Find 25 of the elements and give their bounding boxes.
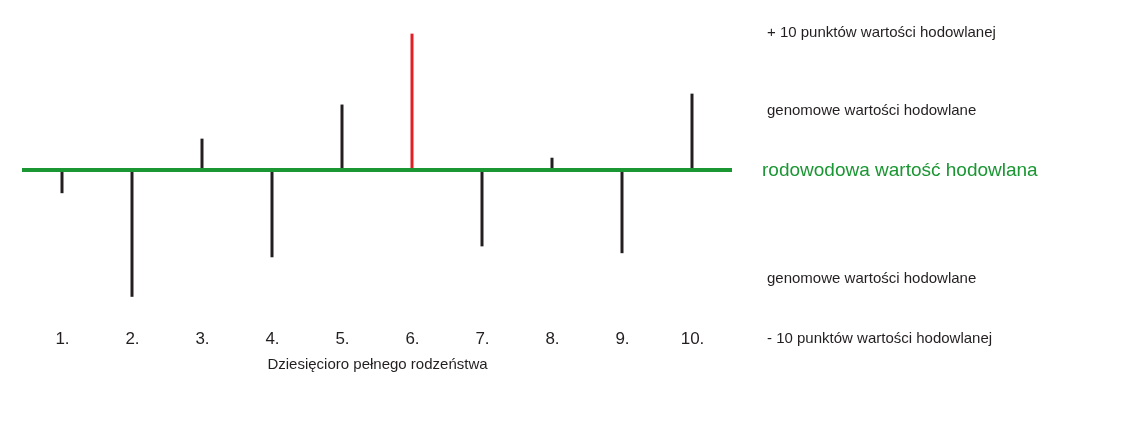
text: - 10 punktów wartości hodowlanej <box>767 329 993 346</box>
bar <box>60 170 64 194</box>
x-tick-label: 4. <box>265 328 280 348</box>
x-tick-label: 5. <box>335 328 350 348</box>
x-tick-label: 7. <box>475 328 490 348</box>
x-tick-label: 6. <box>405 328 420 348</box>
bar <box>410 33 414 170</box>
x-tick-label: 9. <box>615 328 630 348</box>
bar <box>270 170 274 258</box>
bar <box>480 170 484 247</box>
x-tick-label: 3. <box>195 328 210 348</box>
text: genomowe wartości hodowlane <box>767 101 977 118</box>
x-tick-label: 10. <box>680 328 705 348</box>
x-tick-label: 1. <box>55 328 70 348</box>
bar <box>690 93 694 170</box>
bar <box>340 104 344 170</box>
bar <box>130 170 134 297</box>
bar <box>200 138 204 170</box>
x-tick-label: 2. <box>125 328 140 348</box>
ref-line-label: rodowodowa wartość hodowlana <box>762 159 1039 180</box>
text: + 10 punktów wartości hodowlanej <box>767 23 996 40</box>
x-axis-title: Dziesięcioro pełnego rodzeństwa <box>267 354 489 372</box>
bar <box>620 170 624 254</box>
text: genomowe wartości hodowlane <box>767 269 977 286</box>
x-tick-label: 8. <box>545 328 560 348</box>
